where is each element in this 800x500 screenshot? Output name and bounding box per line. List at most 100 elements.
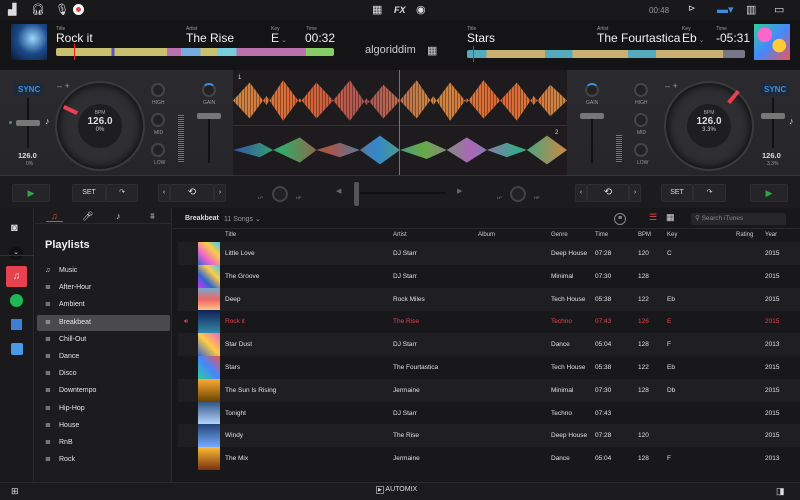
artists-tab[interactable]: 🎤︎: [82, 211, 94, 221]
sampler-tab[interactable]: ⩩: [150, 211, 155, 221]
filter-icon[interactable]: ≡: [614, 213, 626, 225]
column-header-album[interactable]: Album: [478, 232, 496, 238]
deck-left-sync-button[interactable]: SYNC: [14, 83, 45, 96]
spotify-source-icon[interactable]: [10, 294, 23, 307]
crossfader-handle[interactable]: [354, 182, 359, 206]
deck-right-loop-next-button[interactable]: ›: [629, 184, 641, 202]
playlist-item-ambient[interactable]: ≣ Ambient: [37, 297, 170, 313]
table-row[interactable]: Deep Rock Miles Tech House 05:38 122 Eb 2015: [178, 287, 800, 311]
deck-left-platter[interactable]: BPM 126.0 0%: [55, 81, 145, 171]
microphone-icon[interactable]: 🎙︎: [55, 4, 69, 16]
playlist-item-music[interactable]: ♫ Music: [37, 263, 170, 279]
deck-left-filter-knob[interactable]: [272, 186, 288, 202]
column-header-bpm[interactable]: BPM: [638, 232, 652, 238]
crossfader-right-arrow-icon[interactable]: ▶: [457, 188, 463, 195]
table-row[interactable]: Stars The Fourtastica Tech House 05:38 122 Eb…: [178, 356, 800, 379]
deck-right-filter-knob[interactable]: [510, 186, 526, 202]
automix-button[interactable]: ▶ AUTOMIX: [376, 486, 417, 494]
crossfader[interactable]: [354, 182, 445, 206]
table-row[interactable]: The Groove DJ Starr Minimal 07:30 128 2015: [178, 264, 800, 288]
songs-tab[interactable]: ♪: [116, 211, 121, 221]
deck-left-volume-fader[interactable]: [197, 113, 221, 163]
note-icon[interactable]: ♪: [45, 116, 50, 126]
deck-left-high-knob[interactable]: [151, 83, 165, 97]
column-header-title[interactable]: Title: [225, 232, 237, 238]
deck-left-loop-prev-button[interactable]: ‹: [158, 184, 170, 202]
playlist-item-after-hour[interactable]: ≣ After-Hour: [37, 280, 170, 296]
deck-right-low-knob[interactable]: [634, 143, 648, 157]
sampler-icon[interactable]: ◉: [416, 4, 426, 16]
playlist-item-dance[interactable]: ≣ Dance: [37, 349, 170, 365]
display-icon[interactable]: ▭: [774, 4, 785, 16]
table-row[interactable]: The Mix Jermaine Dance 05:04 128 F 2013: [178, 447, 800, 471]
deck-right-loop-icon[interactable]: ⟲: [587, 184, 629, 202]
table-row[interactable]: The Sun Is Rising Jermaine Minimal 07:30 128…: [178, 378, 800, 402]
deck-right-play-button[interactable]: ▶: [750, 184, 788, 202]
song-count-dropdown[interactable]: 11 Songs ⌄: [224, 216, 261, 223]
deck-right-waveform[interactable]: [233, 135, 567, 165]
deck-right-key[interactable]: Eb ⌄: [682, 31, 705, 45]
playlists-tab[interactable]: ♫: [46, 211, 63, 222]
deck-left-cue-jump-icon[interactable]: ↷: [106, 184, 138, 202]
grid-view-icon[interactable]: ▦: [666, 212, 675, 222]
deck-right-platter[interactable]: BPM 126.0 3.3%: [664, 81, 754, 171]
playlist-item-rnb[interactable]: ≣ RnB: [37, 435, 170, 451]
column-header-genre[interactable]: Genre: [551, 232, 568, 238]
playlist-item-chill-out[interactable]: ≣ Chill-Out: [37, 332, 170, 348]
deck-left-low-knob[interactable]: [151, 143, 165, 157]
minus-icon[interactable]: – +: [665, 81, 678, 91]
deck-right-cue-jump-icon[interactable]: ↷: [693, 184, 726, 202]
deck-left-waveform[interactable]: [233, 80, 567, 121]
vinyl-icon[interactable]: ◙: [11, 222, 18, 234]
deck-left-pitch-fader[interactable]: [16, 98, 40, 148]
playlist-item-hip-hop[interactable]: ≣ Hip-Hop: [37, 401, 170, 417]
list-view-icon[interactable]: ☰: [649, 212, 658, 222]
deck-right-tempo[interactable]: 126.0: [762, 151, 781, 160]
column-header-year[interactable]: Year: [765, 232, 778, 238]
column-header-key[interactable]: Key: [667, 232, 678, 238]
deck-left-loop-icon[interactable]: ⟲: [170, 184, 214, 202]
deck-left-play-button[interactable]: ▶: [12, 184, 50, 202]
grid-icon[interactable]: ▦: [372, 4, 383, 16]
playlist-item-house[interactable]: ≣ House: [37, 418, 170, 434]
deck-left-key[interactable]: E ⌄: [271, 31, 287, 45]
column-header-time[interactable]: Time: [595, 232, 609, 238]
deck-left-loop-next-button[interactable]: ›: [214, 184, 226, 202]
videos-source-icon[interactable]: [11, 319, 22, 330]
waveform-display[interactable]: 1 2: [233, 70, 567, 175]
panel-toggle-icon[interactable]: ◨: [776, 486, 785, 496]
table-row[interactable]: 🔊︎ Rock it The Rise Techno 07:43 126 E 2015: [178, 310, 800, 334]
itunes-source-icon[interactable]: ♫: [6, 266, 27, 287]
deck-right-sync-button[interactable]: SYNC: [760, 83, 791, 96]
search-input[interactable]: ⚲ Search iTunes: [691, 213, 786, 225]
deck-left-tempo[interactable]: 126.0: [18, 151, 37, 160]
headphones-icon[interactable]: 🎧︎: [31, 4, 45, 16]
add-source-icon[interactable]: ⊞: [11, 486, 19, 496]
playlist-item-disco[interactable]: ≣ Disco: [37, 366, 170, 382]
fx-button[interactable]: FX: [394, 5, 406, 15]
table-row[interactable]: Tonight DJ Starr Techno 07:43 2015: [178, 401, 800, 425]
video-icon[interactable]: ⊳: [688, 3, 696, 13]
note-icon[interactable]: ♪: [789, 116, 794, 126]
layout-icon[interactable]: ▬▾: [717, 4, 734, 16]
columns-icon[interactable]: ▥: [746, 4, 757, 16]
crossfader-left-arrow-icon[interactable]: ◀: [336, 188, 342, 195]
deck-left-mid-knob[interactable]: [151, 113, 165, 127]
table-row[interactable]: Little Love DJ Starr Deep House 07:28 120 C 20…: [178, 242, 800, 265]
deck-left-cue-set-button[interactable]: SET: [72, 184, 106, 202]
deck-right-volume-fader[interactable]: [580, 113, 604, 163]
finder-source-icon[interactable]: [11, 343, 23, 355]
deck-right-mid-knob[interactable]: [634, 113, 648, 127]
column-header-artist[interactable]: Artist: [393, 232, 407, 238]
table-row[interactable]: Star Dust DJ Starr Dance 05:04 128 F 2013: [178, 333, 800, 357]
table-row[interactable]: Windy The Rise Deep House 07:28 120 2015: [178, 424, 800, 448]
equalizer-icon[interactable]: ▟: [8, 4, 17, 16]
collapse-chevron-icon[interactable]: ⌄: [9, 246, 23, 260]
deck-left-gain-knob[interactable]: [202, 83, 216, 97]
deck-right-overview-waveform[interactable]: [467, 46, 745, 62]
playlist-item-breakbeat[interactable]: ≣ Breakbeat: [37, 314, 170, 331]
deck-right-cue-set-button[interactable]: SET: [661, 184, 693, 202]
column-header-rating[interactable]: Rating: [736, 232, 754, 238]
playlist-item-downtempo[interactable]: ≣ Downtempo: [37, 383, 170, 399]
record-icon[interactable]: [73, 4, 84, 15]
